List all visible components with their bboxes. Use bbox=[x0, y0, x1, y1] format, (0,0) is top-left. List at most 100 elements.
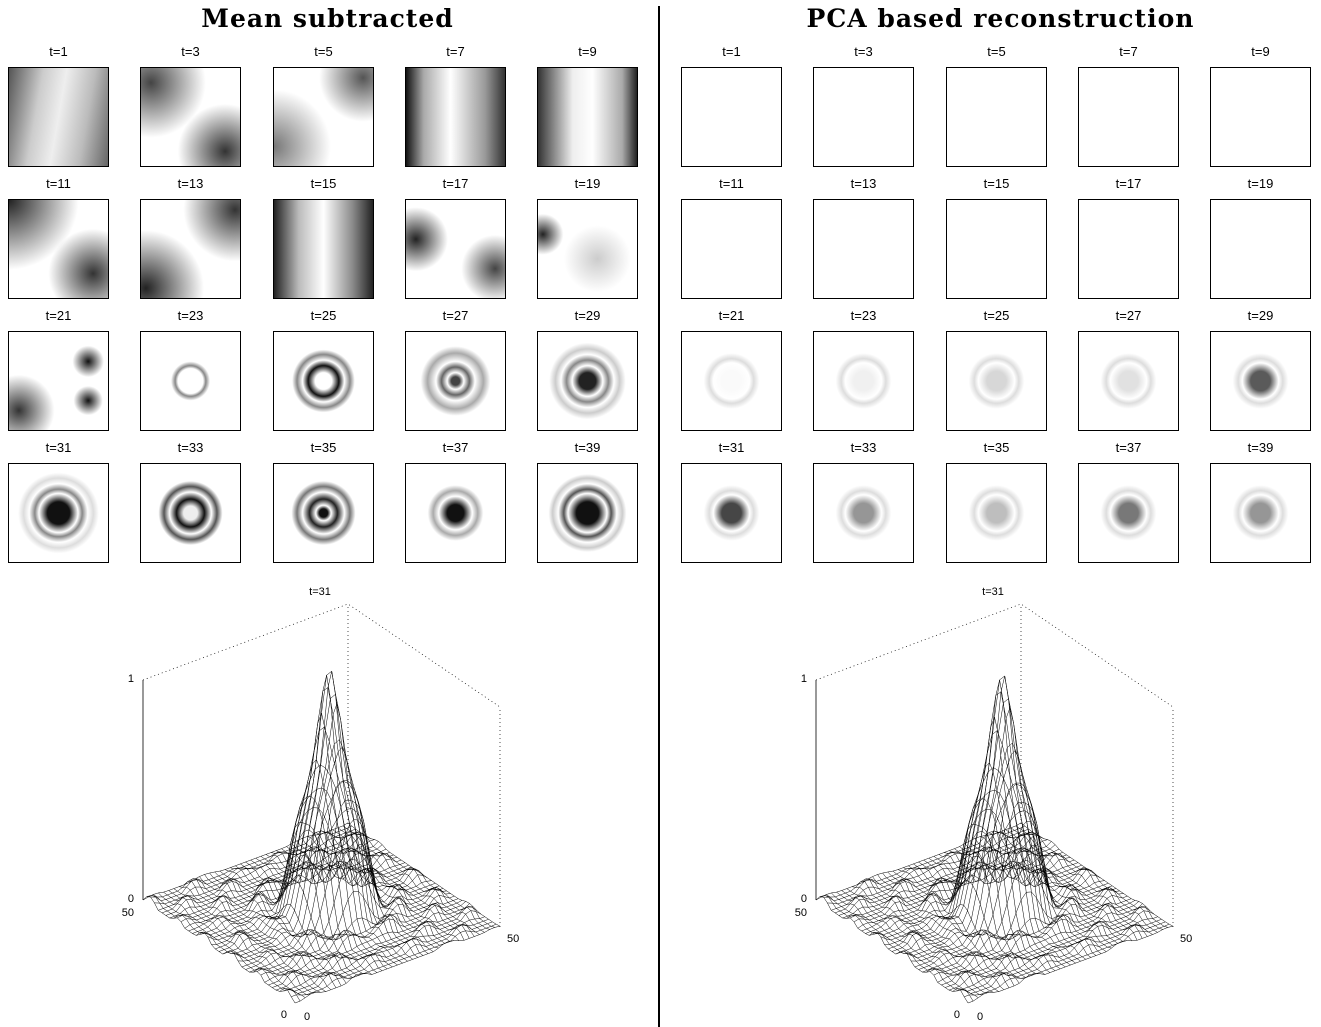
surface-mesh bbox=[166, 835, 371, 915]
frame-image bbox=[273, 67, 374, 167]
surface-mesh bbox=[839, 836, 1044, 916]
frame-image bbox=[946, 331, 1047, 431]
frame-image bbox=[813, 199, 914, 299]
frame-label: t=17 bbox=[1078, 176, 1179, 191]
frame-label: t=3 bbox=[813, 44, 914, 59]
surface-mesh bbox=[854, 849, 1059, 922]
frame-label: t=25 bbox=[273, 308, 374, 323]
frame-image bbox=[537, 199, 638, 299]
frame-image bbox=[140, 463, 241, 563]
surface-mesh bbox=[857, 881, 1009, 988]
surface-mesh bbox=[949, 802, 1101, 954]
frame-image bbox=[8, 331, 109, 431]
frame-image bbox=[1210, 331, 1311, 431]
z-tick-label: 1 bbox=[128, 673, 134, 685]
frame-image bbox=[681, 67, 782, 167]
frame-image bbox=[273, 199, 374, 299]
frame-label: t=11 bbox=[8, 176, 109, 191]
frame-label: t=17 bbox=[405, 176, 506, 191]
frame-label: t=33 bbox=[140, 440, 241, 455]
frame-image bbox=[1210, 199, 1311, 299]
surface-mesh bbox=[1001, 832, 1153, 935]
surface-mesh bbox=[215, 688, 420, 949]
frame-label: t=37 bbox=[405, 440, 506, 455]
frame-label: t=35 bbox=[273, 440, 374, 455]
frame-label: t=7 bbox=[1078, 44, 1179, 59]
frame-image bbox=[537, 463, 638, 563]
frame-image bbox=[537, 67, 638, 167]
surface-mesh bbox=[837, 892, 989, 993]
frame-image bbox=[681, 331, 782, 431]
frame-image bbox=[8, 67, 109, 167]
frame-image bbox=[1078, 199, 1179, 299]
panel-title: Mean subtracted bbox=[0, 4, 655, 33]
figure: t=3110500050t=3110500050 Mean subtracted… bbox=[0, 0, 1321, 1027]
frame-image bbox=[681, 463, 782, 563]
frame-label: t=15 bbox=[273, 176, 374, 191]
frame-label: t=25 bbox=[946, 308, 1047, 323]
frame-label: t=21 bbox=[681, 308, 782, 323]
surface-mesh bbox=[192, 854, 397, 934]
frame-label: t=13 bbox=[140, 176, 241, 191]
surface-mesh bbox=[1011, 828, 1163, 930]
y-tick-label: 0 bbox=[304, 1011, 310, 1023]
frame-label: t=9 bbox=[537, 44, 638, 59]
frame-image bbox=[1078, 463, 1179, 563]
box-edge bbox=[143, 604, 500, 707]
surface-mesh bbox=[816, 823, 1021, 900]
frame-label: t=15 bbox=[946, 176, 1047, 191]
frame-image bbox=[946, 463, 1047, 563]
surface-mesh bbox=[276, 800, 428, 954]
y-tick-label: 50 bbox=[1180, 933, 1192, 945]
x-tick-label: 0 bbox=[954, 1009, 960, 1021]
frame-label: t=5 bbox=[946, 44, 1047, 59]
frame-image bbox=[8, 199, 109, 299]
frame-label: t=21 bbox=[8, 308, 109, 323]
frame-image bbox=[946, 199, 1047, 299]
surface-mesh bbox=[261, 901, 466, 975]
frame-image bbox=[140, 331, 241, 431]
frame-label: t=19 bbox=[537, 176, 638, 191]
surface-mesh bbox=[968, 926, 1173, 1003]
surface-mesh bbox=[295, 926, 500, 1003]
surface-mesh bbox=[338, 828, 490, 930]
x-tick-label: 0 bbox=[281, 1009, 287, 1021]
frame-image bbox=[273, 331, 374, 431]
frame-label: t=9 bbox=[1210, 44, 1311, 59]
frame-image bbox=[405, 199, 506, 299]
frame-image bbox=[405, 463, 506, 563]
frame-label: t=35 bbox=[946, 440, 1047, 455]
z-tick-label: 0 bbox=[801, 893, 807, 905]
z-tick-label: 0 bbox=[128, 893, 134, 905]
surface-mesh bbox=[878, 875, 1030, 978]
box-edge bbox=[816, 604, 1173, 707]
frame-image bbox=[405, 67, 506, 167]
frame-image bbox=[8, 463, 109, 563]
frame-image bbox=[140, 67, 241, 167]
frame-image bbox=[681, 199, 782, 299]
frame-label: t=23 bbox=[813, 308, 914, 323]
surface-title: t=31 bbox=[309, 586, 331, 598]
frame-image bbox=[1210, 463, 1311, 563]
x-tick-label: 50 bbox=[122, 907, 134, 919]
frame-image bbox=[946, 67, 1047, 167]
surface-mesh bbox=[205, 874, 357, 977]
frame-image bbox=[813, 67, 914, 167]
frame-image bbox=[273, 463, 374, 563]
frame-label: t=37 bbox=[1078, 440, 1179, 455]
y-tick-label: 0 bbox=[977, 1011, 983, 1023]
frame-label: t=7 bbox=[405, 44, 506, 59]
frame-label: t=39 bbox=[537, 440, 638, 455]
frame-label: t=27 bbox=[405, 308, 506, 323]
surface-mesh bbox=[953, 917, 1158, 992]
surface-mesh bbox=[941, 907, 1146, 985]
frame-image bbox=[537, 331, 638, 431]
frame-image bbox=[813, 331, 914, 431]
y-tick-label: 50 bbox=[507, 933, 519, 945]
frame-label: t=13 bbox=[813, 176, 914, 191]
frame-image bbox=[1210, 67, 1311, 167]
surface-mesh bbox=[143, 823, 348, 900]
surface-mesh bbox=[820, 826, 1025, 897]
frame-label: t=1 bbox=[681, 44, 782, 59]
frame-label: t=19 bbox=[1210, 176, 1311, 191]
